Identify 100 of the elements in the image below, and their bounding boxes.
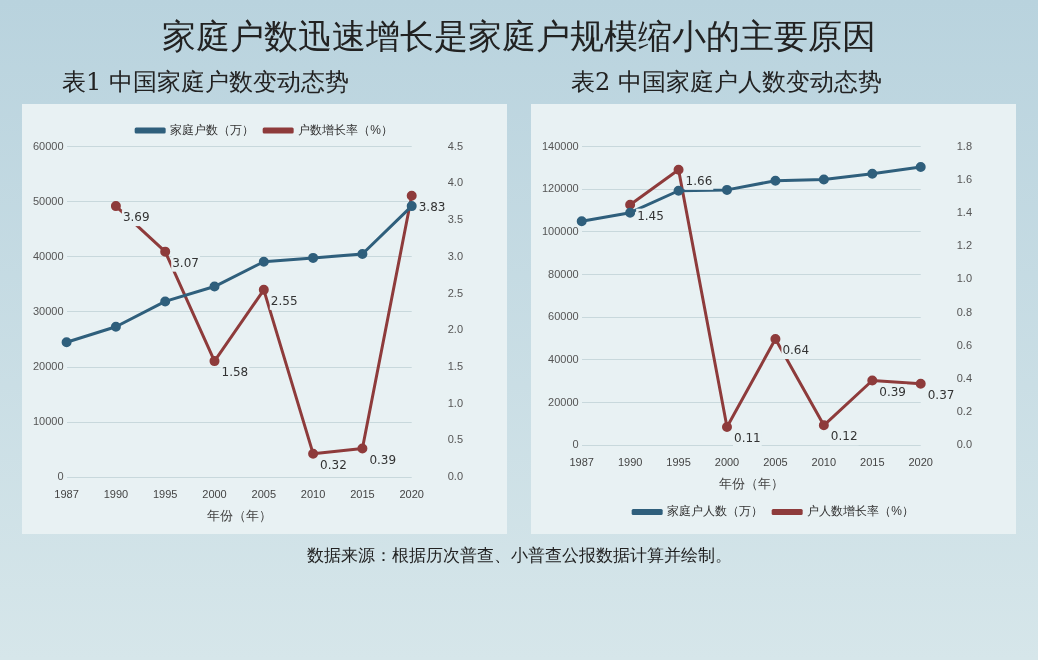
x-tick-label: 1990 <box>617 455 643 468</box>
point <box>915 162 926 173</box>
y2-tick-label: 4.5 <box>447 139 464 152</box>
data-label: 3.69 <box>122 210 150 225</box>
y-tick-label: 10000 <box>32 415 64 428</box>
y-tick-label: 60000 <box>32 139 64 152</box>
y-tick-label: 0 <box>57 470 64 483</box>
data-label: 0.11 <box>733 431 761 446</box>
data-label: 0.64 <box>782 343 810 358</box>
y2-tick-label: 1.4 <box>956 205 973 218</box>
legend-label: 户数增长率（%） <box>298 122 393 137</box>
point <box>258 256 269 267</box>
point <box>673 185 684 196</box>
y2-tick-label: 4.0 <box>447 176 464 189</box>
y-tick-label: 60000 <box>548 310 579 323</box>
point <box>110 201 121 212</box>
data-label: 0.39 <box>369 452 397 467</box>
point <box>867 168 878 179</box>
point <box>818 420 829 431</box>
x-tick-label: 1995 <box>152 487 178 500</box>
y2-tick-label: 3.5 <box>447 213 464 226</box>
x-tick-label: 1987 <box>569 455 594 468</box>
y2-tick-label: 1.0 <box>956 272 973 285</box>
text: 家庭户数迅速增长是家庭户规模缩小的主要原因 <box>161 15 877 58</box>
point <box>357 249 368 260</box>
y2-tick-label: 1.6 <box>956 172 973 185</box>
y2-tick-label: 0.2 <box>956 405 973 418</box>
point <box>357 443 368 454</box>
x-tick-label: 1987 <box>54 487 79 500</box>
x-tick-label: 2020 <box>399 487 424 500</box>
data-label: 1.45 <box>637 208 664 223</box>
point <box>209 281 220 292</box>
point <box>867 375 878 386</box>
x-tick-label: 2010 <box>811 455 837 468</box>
point <box>406 201 417 212</box>
data-label: 1.58 <box>221 365 249 380</box>
y2-tick-label: 0.6 <box>956 338 973 351</box>
data-label: 3.07 <box>172 255 199 270</box>
x-tick-label: 2000 <box>202 487 227 500</box>
y2-tick-label: 3.0 <box>447 249 464 262</box>
y2-tick-label: 1.0 <box>447 396 464 409</box>
point <box>160 296 171 307</box>
data-label: 0.39 <box>879 384 906 399</box>
point <box>406 190 417 201</box>
x-tick-label: 2020 <box>908 455 933 468</box>
legend-label: 家庭户数（万） <box>170 122 255 137</box>
y-tick-label: 100000 <box>541 224 579 237</box>
chart-subtitle: 表2 中国家庭户人数变动态势 <box>570 67 883 98</box>
point <box>770 334 781 345</box>
x-tick-label: 2015 <box>860 455 885 468</box>
data-label: 1.66 <box>685 173 713 188</box>
x-tick-label: 2000 <box>714 455 740 468</box>
y2-tick-label: 0.0 <box>956 438 973 451</box>
data-label: 0.12 <box>830 429 858 444</box>
y2-tick-label: 0.4 <box>956 371 973 384</box>
point <box>576 216 587 227</box>
x-tick-label: 2005 <box>251 487 277 500</box>
point <box>308 252 319 263</box>
y2-tick-label: 1.8 <box>956 139 973 152</box>
source-note: 数据来源：根据历次普查、小普查公报数据计算并绘制。 <box>305 544 733 567</box>
data-label: 3.83 <box>418 199 446 214</box>
chart-subtitle: 表1 中国家庭户数变动态势 <box>61 67 350 98</box>
y-tick-label: 80000 <box>548 267 579 280</box>
point <box>721 421 732 432</box>
point <box>160 246 171 257</box>
y2-tick-label: 1.2 <box>956 239 973 252</box>
y-tick-label: 0 <box>572 438 579 451</box>
point <box>915 378 926 389</box>
y-tick-label: 40000 <box>32 249 64 262</box>
point <box>625 199 636 210</box>
y2-tick-label: 0.0 <box>447 470 464 483</box>
x-axis-title: 年份（年） <box>718 475 784 491</box>
legend-label: 家庭户人数（万） <box>667 504 764 519</box>
data-label: 0.32 <box>320 457 347 472</box>
point <box>258 284 269 295</box>
legend-label: 户人数增长率（%） <box>807 504 914 519</box>
y-tick-label: 50000 <box>32 194 64 207</box>
y-tick-label: 140000 <box>541 139 579 152</box>
y-tick-label: 20000 <box>548 395 579 408</box>
y-tick-label: 20000 <box>32 360 64 373</box>
data-label: 2.55 <box>270 293 298 308</box>
point <box>673 164 684 175</box>
y2-tick-label: 1.5 <box>447 360 464 373</box>
y-tick-label: 40000 <box>548 352 579 365</box>
y2-tick-label: 2.5 <box>447 286 464 299</box>
y2-tick-label: 2.0 <box>447 323 464 336</box>
x-tick-label: 2005 <box>763 455 788 468</box>
y-tick-label: 120000 <box>541 182 579 195</box>
y2-tick-label: 0.5 <box>447 433 464 446</box>
point <box>770 175 781 186</box>
point <box>209 356 220 367</box>
data-label: 0.37 <box>927 387 955 402</box>
y-tick-label: 30000 <box>32 304 64 317</box>
point <box>110 321 121 332</box>
point <box>721 184 732 195</box>
x-tick-label: 2015 <box>350 487 375 500</box>
y2-tick-label: 0.8 <box>956 305 973 318</box>
point <box>625 207 636 218</box>
x-axis-title: 年份（年） <box>206 507 272 523</box>
point <box>308 448 319 459</box>
